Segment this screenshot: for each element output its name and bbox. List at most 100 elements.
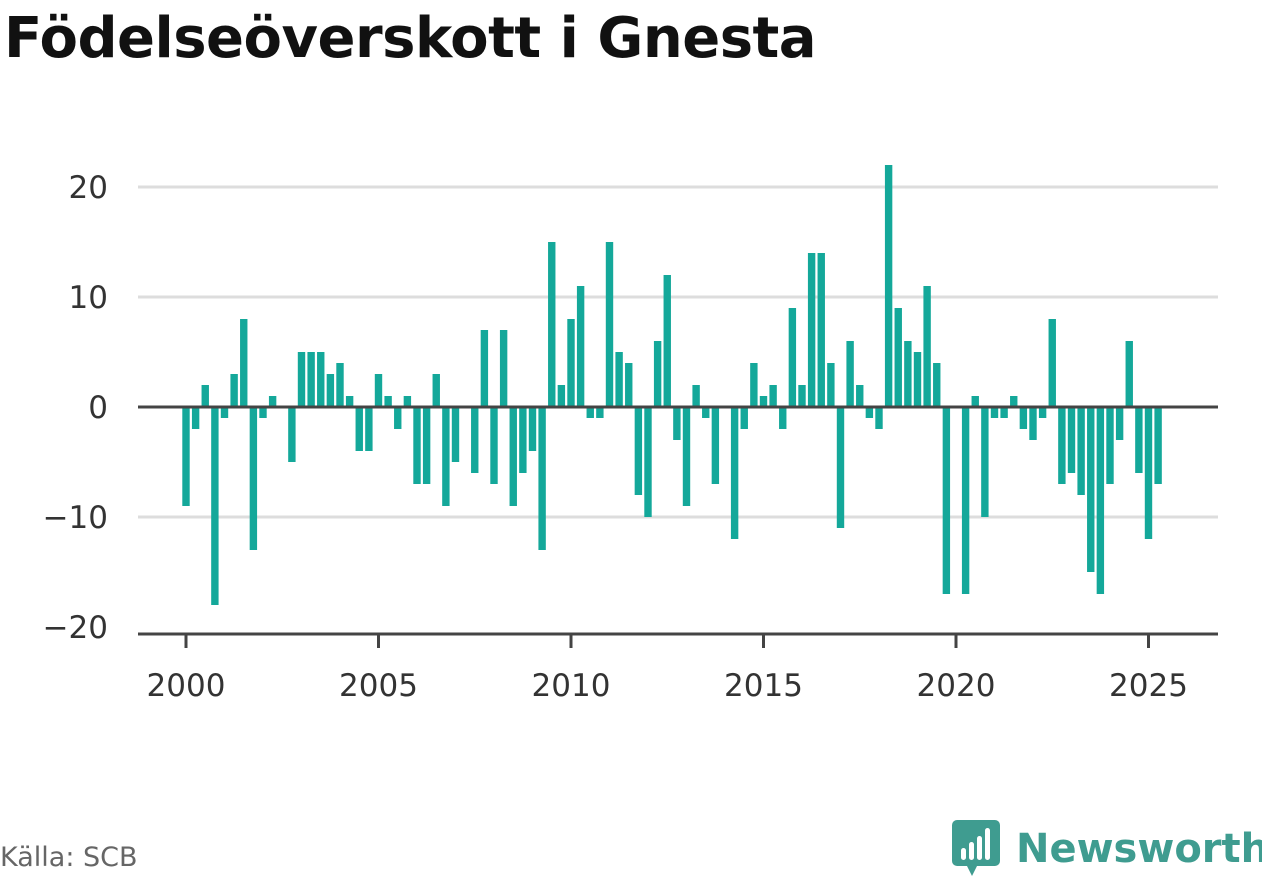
bar — [971, 396, 979, 407]
bar — [1058, 407, 1066, 484]
bar — [442, 407, 450, 506]
bar — [403, 396, 412, 407]
bar — [615, 352, 623, 407]
bar — [538, 407, 546, 550]
bar — [798, 385, 806, 407]
bar — [865, 407, 874, 418]
bar — [730, 407, 739, 539]
brand-name: Newsworthy — [1016, 826, 1262, 872]
x-tick-label: 2010 — [532, 668, 611, 704]
bar — [336, 363, 344, 407]
bar — [317, 352, 325, 407]
bar — [702, 407, 710, 418]
bar — [653, 341, 662, 407]
y-tick-label: −10 — [43, 500, 108, 536]
source-note: Källa: SCB — [0, 842, 138, 873]
bar — [519, 407, 527, 473]
bar — [788, 308, 797, 407]
bar — [605, 242, 614, 407]
bar — [817, 253, 825, 407]
bar — [451, 407, 460, 462]
y-tick-label: 10 — [69, 280, 108, 316]
bar — [1106, 407, 1114, 484]
x-tick-label: 2000 — [147, 668, 226, 704]
bar — [220, 407, 229, 418]
bar — [807, 253, 816, 407]
bar — [557, 385, 566, 407]
bar — [846, 341, 854, 407]
bar — [1144, 407, 1153, 539]
bar — [740, 407, 748, 429]
bar — [1010, 396, 1018, 407]
bar — [259, 407, 267, 418]
gridlines — [138, 185, 1218, 519]
bar — [191, 407, 200, 429]
bar — [1077, 407, 1085, 495]
bar — [268, 396, 277, 407]
bar — [625, 363, 633, 407]
bar — [913, 352, 922, 407]
bar — [230, 374, 238, 407]
bar — [682, 407, 691, 506]
bar — [673, 407, 681, 440]
bar — [1125, 341, 1133, 407]
bar — [759, 396, 768, 407]
bar — [750, 363, 758, 407]
bar — [827, 363, 835, 407]
bar — [422, 407, 431, 484]
bar — [1048, 319, 1056, 407]
x-tick-label: 2005 — [339, 668, 418, 704]
brand-logo: Newsworthy — [950, 818, 1262, 880]
bar — [856, 385, 864, 407]
chart-title: Födelseöverskott i Gnesta — [4, 6, 817, 71]
bar — [499, 330, 508, 407]
newsworthy-logo-icon — [952, 820, 1000, 876]
bar — [509, 407, 517, 506]
bar — [1135, 407, 1143, 473]
bar — [182, 407, 190, 506]
bar — [663, 275, 671, 407]
bar — [634, 407, 643, 495]
bar — [1067, 407, 1076, 473]
bar — [432, 374, 440, 407]
y-tick-label: −20 — [43, 610, 108, 646]
bar — [249, 407, 258, 550]
bar — [1000, 407, 1008, 418]
bar — [692, 385, 700, 407]
bar — [548, 242, 556, 407]
bar — [923, 286, 931, 407]
x-tick-label: 2015 — [724, 668, 803, 704]
bar — [769, 385, 777, 407]
bar — [990, 407, 999, 418]
bar — [471, 407, 479, 473]
bar — [394, 407, 402, 429]
bar — [480, 330, 489, 407]
bar — [384, 396, 392, 407]
bar — [374, 374, 383, 407]
bar — [365, 407, 373, 451]
bar — [1019, 407, 1028, 429]
bar — [711, 407, 720, 484]
bar — [875, 407, 883, 429]
bar — [933, 363, 941, 407]
bar — [1038, 407, 1047, 418]
bar — [1096, 407, 1105, 594]
bar — [528, 407, 537, 451]
y-tick-label: 20 — [69, 170, 108, 206]
bar — [490, 407, 498, 484]
bar — [1154, 407, 1162, 484]
bar — [297, 352, 306, 407]
bar — [644, 407, 652, 517]
bar — [836, 407, 845, 528]
bar — [586, 407, 594, 418]
bar — [884, 165, 893, 407]
bar — [307, 352, 315, 407]
bar — [961, 407, 970, 594]
bar — [894, 308, 902, 407]
bar — [288, 407, 296, 462]
x-tick-label: 2020 — [917, 668, 996, 704]
bar — [576, 286, 585, 407]
bars — [182, 165, 1162, 605]
bar — [211, 407, 219, 605]
bar — [942, 407, 951, 594]
